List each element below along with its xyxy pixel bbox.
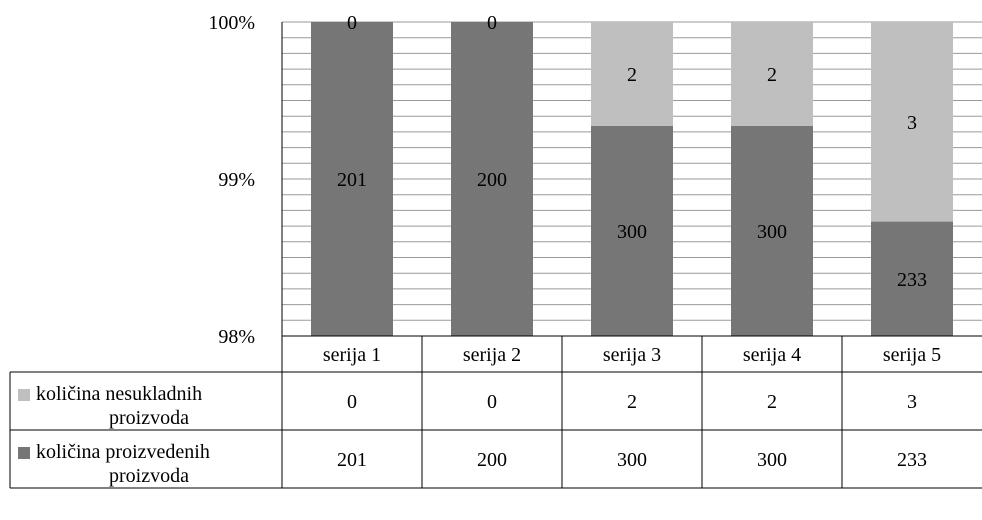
data-label: 0: [487, 12, 497, 34]
bar-produced: [591, 125, 673, 336]
x-tick-label: serija 5: [883, 344, 941, 366]
legend-label: proizvoda: [109, 407, 189, 429]
data-label: 2: [767, 64, 777, 86]
table-cell: 300: [617, 449, 647, 471]
legend-label: količina proizvedenih: [36, 441, 210, 463]
table-cell: 3: [907, 391, 917, 413]
data-label: 200: [477, 169, 507, 191]
x-tick-label: serija 1: [323, 344, 381, 366]
legend-swatch: [18, 389, 30, 401]
data-label: 0: [347, 12, 357, 34]
y-tick-label: 98%: [218, 326, 255, 348]
table-cell: 0: [487, 391, 497, 413]
bar-nonconforming: [871, 22, 953, 222]
x-tick-label: serija 2: [463, 344, 521, 366]
table-cell: 0: [347, 391, 357, 413]
legend-swatch: [18, 447, 30, 459]
data-label: 3: [907, 112, 917, 134]
table-cell: 2: [627, 391, 637, 413]
table-cell: 233: [897, 449, 927, 471]
data-label: 300: [617, 221, 647, 243]
y-tick-label: 100%: [208, 12, 255, 34]
x-tick-label: serija 4: [743, 344, 801, 366]
bar-nonconforming: [591, 22, 673, 126]
bar-nonconforming: [731, 22, 813, 126]
x-tick-label: serija 3: [603, 344, 661, 366]
data-label: 2: [627, 64, 637, 86]
table-cell: 300: [757, 449, 787, 471]
bar-produced: [731, 125, 813, 336]
bar-produced: [871, 221, 953, 336]
table-cell: 201: [337, 449, 367, 471]
bar-produced: [451, 22, 533, 336]
table-cell: 200: [477, 449, 507, 471]
legend-label: količina nesukladnih: [36, 383, 202, 405]
data-label: 201: [337, 169, 367, 191]
data-label: 233: [897, 269, 927, 291]
legend-label: proizvoda: [109, 465, 189, 487]
table-cell: 2: [767, 391, 777, 413]
data-label: 300: [757, 221, 787, 243]
y-tick-label: 99%: [218, 169, 255, 191]
bar-produced: [311, 22, 393, 336]
